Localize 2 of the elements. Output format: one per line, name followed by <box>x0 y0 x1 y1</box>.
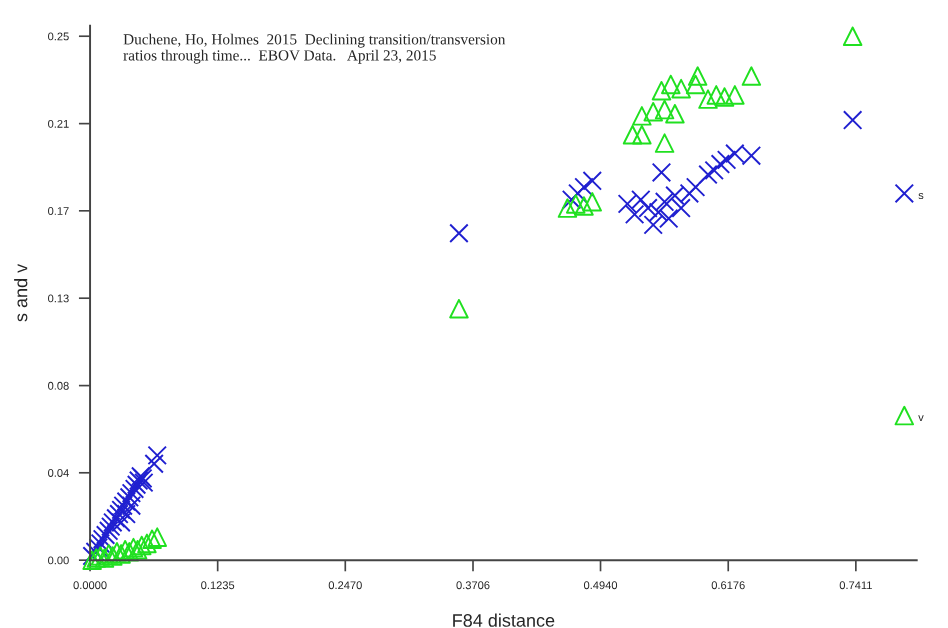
x-axis-title: F84 distance <box>453 613 555 627</box>
y-axis-title: s and v <box>14 263 28 322</box>
